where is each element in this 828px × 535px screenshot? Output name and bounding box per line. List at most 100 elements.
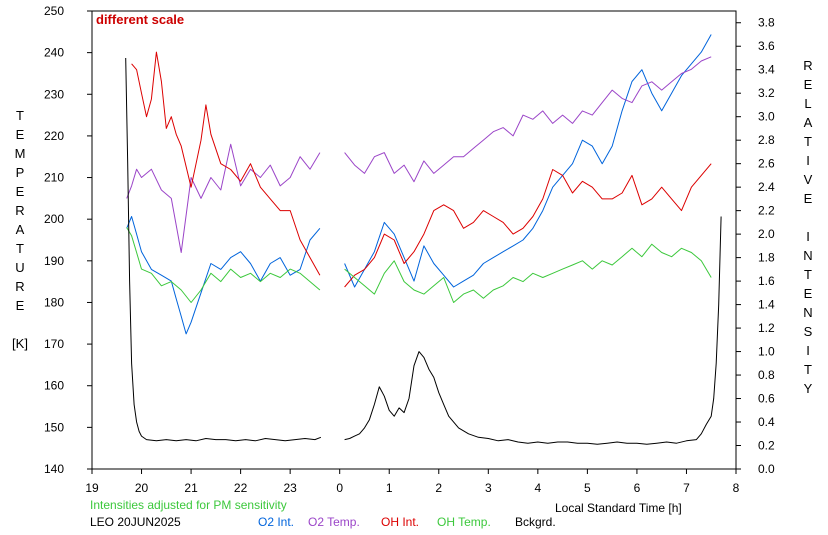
x-tick-label: 1 (386, 481, 393, 495)
y-right-tick-label: 1.0 (758, 345, 775, 359)
y-right-tick-label: 3.2 (758, 86, 775, 100)
x-tick-label: 2 (435, 481, 442, 495)
x-tick-label: 5 (584, 481, 591, 495)
y-left-label-char: [K] (12, 336, 28, 351)
y-left-label-char (10, 315, 30, 334)
y-left-tick-label: 180 (44, 295, 64, 309)
y-left-tick-label: 140 (44, 462, 64, 476)
x-tick-label: 21 (184, 481, 198, 495)
legend-item: O2 Temp. (308, 515, 360, 529)
y-right-label-char: N (803, 248, 813, 263)
x-tick-label: 8 (733, 481, 740, 495)
y-right-tick-label: 1.8 (758, 251, 775, 265)
y-left-label-char: E (15, 298, 25, 313)
y-right-label-char: N (803, 305, 813, 320)
legend-item: O2 Int. (258, 515, 295, 529)
y-right-tick-label: 0.4 (758, 415, 775, 429)
y-right-tick-label: 2.8 (758, 133, 775, 147)
x-tick-label: 19 (85, 481, 99, 495)
y-left-label-char: R (15, 203, 25, 218)
y-left-tick-label: 220 (44, 129, 64, 143)
y-left-tick-label: 210 (44, 171, 64, 185)
series-oh-int (344, 163, 712, 288)
y-right-label-char: T (804, 134, 812, 149)
y-left-tick-label: 250 (44, 4, 64, 18)
y-right-label-char: R (803, 58, 813, 73)
x-tick-label: 23 (283, 481, 297, 495)
y-right-label-char: Y (803, 381, 813, 396)
y-right-tick-label: 0.8 (758, 368, 775, 382)
y-right-label-char: L (804, 96, 812, 111)
y-right-tick-label: 0.0 (758, 462, 775, 476)
y-right-tick-label: 3.0 (758, 110, 775, 124)
y-left-tick-label: 190 (44, 254, 64, 268)
y-right-label-char: E (803, 191, 813, 206)
series-o2-temp (344, 56, 712, 183)
y-right-label-char: T (804, 267, 812, 282)
y-right-tick-label: 2.6 (758, 157, 775, 171)
y-left-label-char: R (15, 279, 25, 294)
series-oh-temp (126, 227, 321, 303)
axis-ticks: 19 20 21 22 23 0 1 2 3 4 5 6 7 8140150160170180190200… (44, 4, 775, 495)
y-right-label-char: I (806, 343, 810, 358)
y-right-label-char: T (804, 362, 812, 377)
y-right-label-char: I (806, 229, 810, 244)
series-oh-int (131, 51, 321, 276)
footnote: Intensities adjusted for PM sensitivity (90, 498, 287, 512)
legend-item: Bckgrd. (515, 515, 556, 529)
series-oh-temp (344, 243, 712, 303)
y-left-label-char: E (15, 127, 25, 142)
y-right-tick-label: 2.0 (758, 227, 775, 241)
y-left-label-char: P (15, 165, 25, 180)
y-right-label-char: E (803, 77, 813, 92)
y-left-label-char: U (15, 260, 25, 275)
y-left-label-char: E (15, 184, 25, 199)
annotation-different-scale: different scale (96, 12, 185, 27)
series-bckgrd (125, 57, 322, 442)
x-tick-label: 4 (535, 481, 542, 495)
y-left-tick-label: 170 (44, 337, 64, 351)
y-right-tick-label: 3.6 (758, 39, 775, 53)
y-left-tick-label: 240 (44, 46, 64, 60)
y-right-label-char: A (803, 115, 813, 130)
y-left-tick-label: 150 (44, 420, 64, 434)
y-left-label-char: T (16, 241, 24, 256)
y-right-label-char: I (806, 153, 810, 168)
series-bckgrd (344, 216, 722, 445)
series-o2-int (126, 216, 321, 335)
y-left-tick-label: 160 (44, 379, 64, 393)
y-right-label-char (798, 208, 818, 227)
y-right-tick-label: 0.6 (758, 392, 775, 406)
series-o2-temp (126, 143, 321, 253)
y-left-tick-label: 200 (44, 212, 64, 226)
series-group (125, 34, 722, 445)
plot-frame (91, 10, 737, 470)
y-right-label-char: V (803, 172, 813, 187)
x-tick-label: 7 (683, 481, 690, 495)
legend-item: OH Temp. (437, 515, 491, 529)
y-right-tick-label: 0.2 (758, 439, 775, 453)
station-label: LEO 20JUN2025 (90, 515, 181, 529)
legend-item: OH Int. (381, 515, 420, 529)
y-right-tick-label: 1.4 (758, 298, 775, 312)
y-right-label-char: E (803, 286, 813, 301)
x-tick-label: 0 (336, 481, 343, 495)
x-tick-label: 3 (485, 481, 492, 495)
y-right-tick-label: 2.2 (758, 204, 775, 218)
y-left-label-char: A (15, 222, 25, 237)
y-right-tick-label: 1.6 (758, 274, 775, 288)
y-left-label-char: T (16, 108, 24, 123)
series-o2-int (344, 34, 712, 288)
y-right-tick-label: 3.8 (758, 16, 775, 30)
y-right-tick-label: 2.4 (758, 180, 775, 194)
y-left-label-char: M (14, 146, 26, 161)
x-tick-label: 22 (234, 481, 248, 495)
y-right-label-char: S (803, 324, 813, 339)
y-left-tick-label: 230 (44, 87, 64, 101)
x-axis-label: Local Standard Time [h] (555, 501, 682, 515)
x-tick-label: 20 (135, 481, 149, 495)
y-right-tick-label: 3.4 (758, 63, 775, 77)
